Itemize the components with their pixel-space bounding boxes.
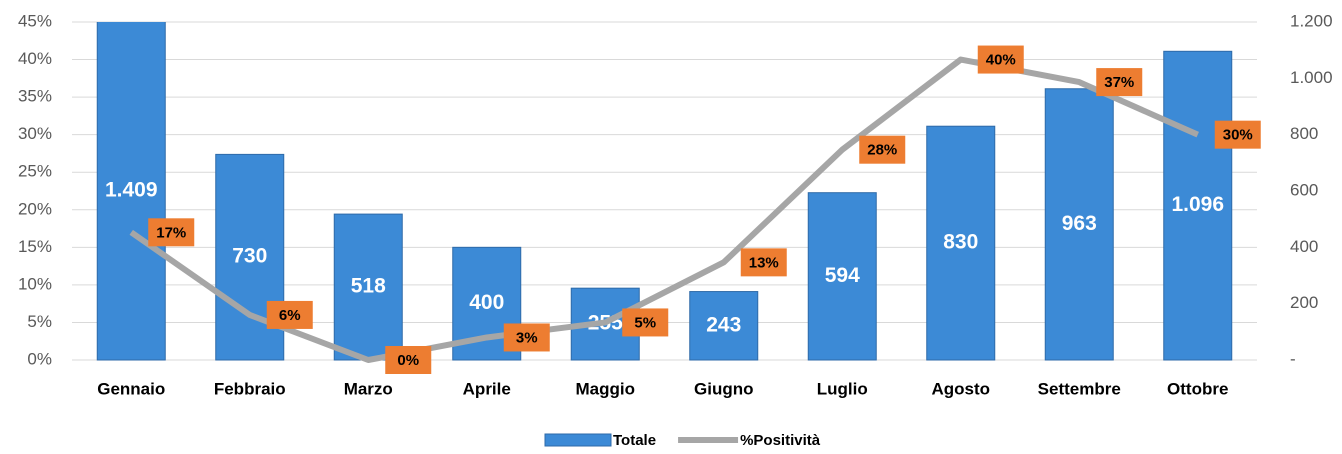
bar-value-label: 594 bbox=[825, 264, 860, 287]
bar-value-label: 400 bbox=[469, 291, 504, 314]
line-value-label: 40% bbox=[986, 52, 1016, 69]
y-tick-label: 10% bbox=[18, 274, 52, 293]
x-tick-label: Giugno bbox=[694, 379, 753, 398]
y2-tick-label: 200 bbox=[1290, 293, 1318, 312]
x-tick-label: Ottobre bbox=[1167, 379, 1228, 398]
y-tick-label: 35% bbox=[18, 87, 52, 106]
line-value-label: 3% bbox=[516, 329, 538, 346]
line-value-label: 30% bbox=[1223, 127, 1253, 144]
bar bbox=[689, 291, 759, 361]
data-label-box bbox=[1096, 68, 1143, 97]
y-tick-label: 30% bbox=[18, 124, 52, 143]
legend-label: %Positività bbox=[740, 432, 821, 449]
bar-value-label: 730 bbox=[232, 245, 267, 268]
x-tick-label: Settembre bbox=[1038, 379, 1121, 398]
y-tick-label: 5% bbox=[27, 312, 52, 331]
bar bbox=[926, 125, 996, 361]
y-tick-label: 25% bbox=[18, 162, 52, 181]
y-tick-label: 15% bbox=[18, 237, 52, 256]
data-label-box bbox=[1214, 120, 1261, 149]
y-tick-label: 0% bbox=[27, 349, 52, 368]
y2-tick-label: 1.200 bbox=[1290, 11, 1333, 30]
y2-tick-label: - bbox=[1290, 349, 1296, 368]
bar bbox=[807, 192, 877, 361]
y-tick-label: 20% bbox=[18, 199, 52, 218]
x-tick-label: Aprile bbox=[463, 379, 511, 398]
bar-value-label: 830 bbox=[943, 231, 978, 254]
y2-tick-label: 600 bbox=[1290, 180, 1318, 199]
x-tick-label: Luglio bbox=[817, 379, 868, 398]
bar-value-label: 1.096 bbox=[1171, 193, 1224, 216]
line-value-label: 13% bbox=[749, 254, 779, 271]
y2-tick-label: 1.000 bbox=[1290, 68, 1333, 87]
data-label-box bbox=[977, 45, 1024, 74]
bar bbox=[1163, 50, 1233, 361]
bar-value-label: 1.409 bbox=[105, 179, 158, 202]
y2-tick-label: 400 bbox=[1290, 237, 1318, 256]
bar bbox=[333, 213, 403, 361]
x-tick-label: Agosto bbox=[931, 379, 990, 398]
bar-value-label: 518 bbox=[351, 275, 386, 298]
bar-value-label: 963 bbox=[1062, 212, 1097, 235]
data-label-box bbox=[148, 218, 195, 247]
data-label-box bbox=[503, 323, 550, 352]
y2-tick-label: 800 bbox=[1290, 124, 1318, 143]
data-label-box bbox=[859, 135, 906, 164]
legend-label: Totale bbox=[613, 432, 656, 449]
x-tick-label: Febbraio bbox=[214, 379, 286, 398]
line-value-label: 37% bbox=[1104, 74, 1134, 91]
line-value-label: 17% bbox=[156, 224, 186, 241]
bars bbox=[96, 22, 1233, 361]
data-label-box bbox=[622, 308, 669, 337]
line-value-label: 5% bbox=[634, 314, 656, 331]
bar bbox=[96, 22, 166, 361]
x-tick-label: Maggio bbox=[576, 379, 636, 398]
line-value-label: 6% bbox=[279, 307, 301, 324]
bar-value-label: 243 bbox=[706, 313, 741, 336]
y-tick-label: 45% bbox=[18, 11, 52, 30]
data-label-box bbox=[385, 346, 432, 374]
x-tick-label: Gennaio bbox=[97, 379, 165, 398]
line-value-label: 28% bbox=[867, 142, 897, 159]
legend-swatch bbox=[544, 433, 612, 447]
data-label-box bbox=[740, 248, 787, 277]
x-tick-label: Marzo bbox=[344, 379, 393, 398]
y-tick-label: 40% bbox=[18, 49, 52, 68]
data-label-box bbox=[266, 300, 313, 329]
line-value-label: 0% bbox=[397, 352, 419, 369]
bar bbox=[1044, 88, 1114, 361]
